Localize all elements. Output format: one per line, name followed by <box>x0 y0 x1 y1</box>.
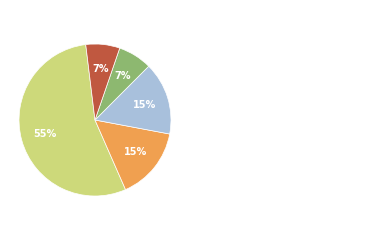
Wedge shape <box>86 44 120 120</box>
Text: 15%: 15% <box>133 100 156 110</box>
Text: 55%: 55% <box>33 129 57 139</box>
Text: 7%: 7% <box>114 71 131 81</box>
Legend: Centre for Biodiversity
Genomics [7], Canadian Centre for DNA
Barcoding [2], Bei: Centre for Biodiversity Genomics [7], Ca… <box>190 0 375 86</box>
Wedge shape <box>19 45 125 196</box>
Wedge shape <box>95 48 149 120</box>
Text: 7%: 7% <box>92 64 109 74</box>
Text: 15%: 15% <box>124 147 147 157</box>
Wedge shape <box>95 66 171 134</box>
Wedge shape <box>95 120 170 190</box>
